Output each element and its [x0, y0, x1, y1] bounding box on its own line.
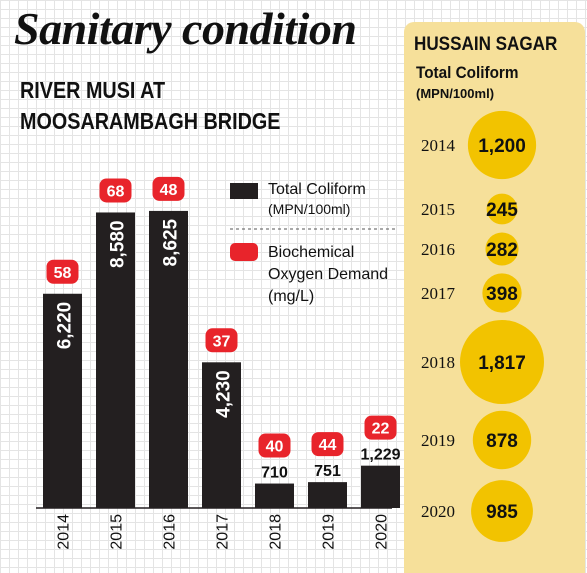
bubble-2020 [471, 480, 533, 542]
x-tick-label-2020: 2020 [374, 514, 391, 550]
bubble-year-label-2016: 2016 [421, 240, 455, 259]
bubble-2015 [486, 193, 518, 225]
bod-badge-2015 [99, 178, 132, 203]
bod-value-label-2015: 68 [107, 183, 125, 200]
bar-value-label-2015: 8,580 [108, 220, 129, 268]
bubble-year-label-2017: 2017 [421, 284, 456, 303]
bar-2014 [43, 293, 82, 508]
bubble-value-label-2020: 985 [486, 502, 518, 523]
bubble-2017 [482, 273, 522, 313]
x-tick-label-2019: 2019 [321, 514, 338, 550]
legend-swatch-total-coliform [230, 183, 258, 199]
bod-badge-2018 [258, 433, 291, 458]
bubble-value-label-2017: 398 [486, 284, 518, 305]
bar-2017 [202, 362, 241, 508]
legend-label-bod-line-1: Biochemical [268, 244, 354, 261]
bar-value-label-2016: 8,625 [161, 218, 182, 266]
bod-value-label-2016: 48 [160, 182, 178, 199]
bubble-year-label-2020: 2020 [421, 502, 455, 521]
bar-value-label-2017: 4,230 [214, 370, 235, 418]
bubble-year-label-2015: 2015 [421, 200, 455, 219]
bubble-year-label-2019: 2019 [421, 431, 455, 450]
x-tick-label-2015: 2015 [109, 514, 126, 550]
legend-label-bod-line-3: (mg/L) [268, 288, 314, 305]
bar-2018 [255, 483, 294, 508]
bubble-2014 [467, 110, 537, 180]
x-tick-label-2016: 2016 [162, 514, 179, 550]
bubble-chart-title: HUSSAIN SAGAR [414, 33, 557, 54]
bubble-value-label-2014: 1,200 [478, 136, 526, 157]
x-tick-label-2018: 2018 [268, 514, 285, 550]
bar-value-label-2018: 710 [261, 465, 288, 482]
bod-value-label-2017: 37 [213, 333, 231, 350]
legend-label-total-coliform-line-2: (MPN/100ml) [268, 201, 350, 217]
bubble-year-label-2014: 2014 [421, 136, 456, 155]
bod-badge-2014 [46, 259, 79, 284]
bar-value-label-2019: 751 [314, 463, 341, 480]
bubble-2019 [472, 410, 532, 470]
bubble-2018 [460, 320, 544, 404]
bubble-value-label-2016: 282 [486, 240, 518, 261]
bar-value-label-2020: 1,229 [360, 447, 400, 464]
legend-label-total-coliform-line-1: Total Coliform [268, 181, 366, 198]
headline: Sanitary condition [14, 3, 357, 54]
bar-2019 [308, 482, 347, 508]
bod-value-label-2019: 44 [319, 437, 337, 454]
bod-value-label-2020: 22 [372, 421, 390, 438]
bod-badge-2019 [311, 432, 344, 457]
x-tick-label-2017: 2017 [215, 514, 232, 550]
bubble-2016 [485, 232, 519, 266]
legend-swatch-bod [230, 243, 258, 261]
x-tick-label-2014: 2014 [56, 514, 73, 550]
bar-2015 [96, 212, 135, 508]
bubble-value-label-2019: 878 [486, 431, 518, 452]
bod-badge-2017 [205, 328, 238, 353]
bar-2016 [149, 210, 188, 508]
bubble-chart-unit: (MPN/100ml) [416, 86, 494, 101]
bod-value-label-2018: 40 [266, 439, 284, 456]
bod-value-label-2014: 58 [54, 265, 72, 282]
legend-label-bod-line-2: Oxygen Demand [268, 266, 388, 283]
bubble-value-label-2015: 245 [486, 200, 518, 221]
bod-badge-2020 [364, 415, 397, 440]
bubble-year-label-2018: 2018 [421, 353, 455, 372]
subhead-line-2: MOOSARAMBAGH BRIDGE [20, 108, 281, 134]
bar-value-label-2014: 6,220 [55, 302, 76, 350]
subhead-line-1: RIVER MUSI AT [20, 77, 166, 103]
bar-2020 [361, 465, 400, 508]
bubble-value-label-2018: 1,817 [478, 353, 526, 374]
bod-badge-2016 [152, 176, 185, 201]
bubble-chart-subtitle: Total Coliform [416, 63, 518, 82]
